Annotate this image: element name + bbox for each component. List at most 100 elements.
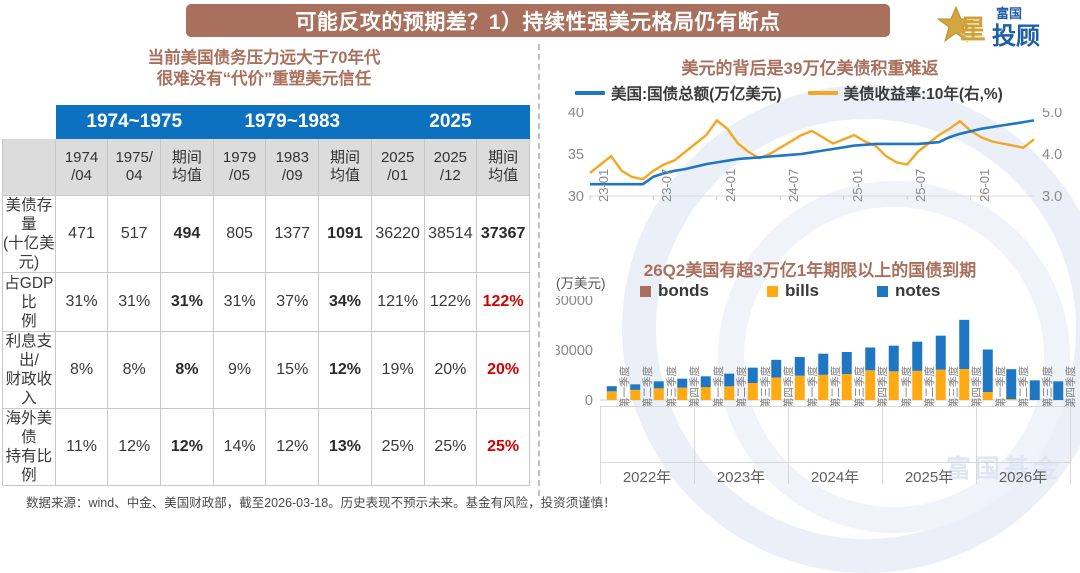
table-cell-r3-c1: 12% <box>107 408 162 486</box>
table-row-label: 美债存量 (十亿美元) <box>2 195 56 273</box>
sub-header-0-l1: 1974 <box>64 149 99 166</box>
bar-chart-axis-line <box>600 462 1070 463</box>
sub-header-7-l2: /12 <box>439 167 461 184</box>
table-cell-r0-c3: 805 <box>212 195 267 273</box>
bar-segment-bills <box>747 383 758 400</box>
bar-segment-notes <box>700 376 711 388</box>
bar-segment-notes <box>747 367 758 383</box>
legend-item-notes: notes <box>877 281 940 301</box>
bar-chart-year-separator <box>976 406 977 484</box>
sub-header-0-l2: /04 <box>71 167 92 184</box>
sub-header-3-l1: 1979 <box>222 149 257 166</box>
sub-header-8-l1: 期间 <box>488 149 519 166</box>
legend-item-treasury-total: 美国:国债总额(万亿美元) <box>575 82 782 104</box>
table-row-label: 海外美债 持有比例 <box>2 408 56 486</box>
table-cell-r0-c5: 1091 <box>318 195 372 273</box>
line-chart-svg: 30 35 40 3.0 4.0 5.0 <box>568 108 1062 205</box>
row-label-line1: 美债存量 <box>5 197 53 233</box>
bar-chart-quarter-label: 第四季度 <box>1065 366 1078 408</box>
bar-segment-notes <box>1006 369 1017 399</box>
bar-chart-year-separator <box>694 406 695 484</box>
legend-label-bonds: bonds <box>658 281 709 300</box>
bar-segment-notes <box>653 381 664 389</box>
table-sub-header-row: 1974 /04 1975/ 04 期间 均值 1979 /05 1983 /0… <box>2 138 530 196</box>
sub-header-2-l2: 均值 <box>171 167 202 184</box>
row-label-line2: (十亿美元) <box>3 235 55 271</box>
bar-chart-quarter-label: 第四季度 <box>689 366 702 408</box>
bar-chart-quarter-label: 第三季度 <box>759 366 772 408</box>
table-cell-r0-c7: 38514 <box>423 195 478 273</box>
table-cell-r3-c4: 12% <box>265 408 320 486</box>
svg-text:35: 35 <box>568 147 584 163</box>
bar-segment-notes <box>771 359 782 378</box>
table-cell-r2-c5: 12% <box>318 331 372 409</box>
sub-header-5-l2: 均值 <box>329 167 360 184</box>
table-cell-r3-c6: 25% <box>370 408 425 486</box>
row-label-line1: 利息支出/ <box>5 333 53 369</box>
line-chart-xtick: 24-07 <box>786 168 802 202</box>
table-cell-r3-c5: 13% <box>318 408 372 486</box>
left-headline: 当前美国债务压力远大于70年代 很难没有“代价”重塑美元信任 <box>0 48 528 90</box>
bar-segment-bills <box>630 389 641 400</box>
bar-chart-quarter-label: 第一季度 <box>618 366 631 408</box>
table-cell-r0-c2: 494 <box>160 195 214 273</box>
bar-chart-quarter-label: 第四季度 <box>783 366 796 408</box>
table-row-label: 占GDP比例 <box>2 272 56 332</box>
sub-header-2-l1: 期间 <box>171 149 202 166</box>
row-label-line1: 占GDP比 <box>4 274 54 311</box>
sub-header-8: 期间 均值 <box>476 138 530 196</box>
bar-chart-legend: bonds bills notes <box>640 281 998 301</box>
bar-chart-quarter-label: 第一季度 <box>994 366 1007 408</box>
group-header-1: 1974~1975 <box>54 105 214 139</box>
bar-chart-year-label: 2026年 <box>998 469 1048 486</box>
sub-header-1-l1: 1975/ <box>115 149 153 166</box>
table-cell-r3-c7: 25% <box>423 408 478 486</box>
line-chart-xtick: 26-01 <box>976 168 992 202</box>
table-cell-r3-c2: 12% <box>160 408 214 486</box>
bar-chart-quarter-label: 第一季度 <box>900 366 913 408</box>
bar-segment-bills <box>1006 399 1017 400</box>
bar-segment-bills <box>606 391 617 400</box>
table-cell-r2-c3: 9% <box>212 331 267 409</box>
table-cell-r1-c5: 34% <box>318 272 372 332</box>
table-cell-r0-c4: 1377 <box>265 195 320 273</box>
bar-chart-quarter-label: 第三季度 <box>1041 366 1054 408</box>
table-cell-r0-c6: 36220 <box>370 195 425 273</box>
bar-chart-year-separator <box>788 406 789 484</box>
table-cell-r1-c7: 122% <box>423 272 478 332</box>
bar-segment-notes <box>677 378 688 388</box>
bar-segment-bills <box>841 374 852 400</box>
bar-segment-notes <box>959 319 970 369</box>
bar-chart-quarter-label: 第二季度 <box>924 366 937 408</box>
line-chart-title: 美元的背后是39万亿美债积重难返 <box>681 59 939 78</box>
sub-header-4-l1: 1983 <box>275 149 309 166</box>
bar-segment-bills <box>865 370 876 400</box>
bar-segment-bills <box>653 388 664 400</box>
line-series-total <box>590 119 1035 186</box>
bar-chart-quarter-label: 第三季度 <box>665 366 678 408</box>
debt-comparison-table: 1974~1975 1979~1983 2025 1974 /04 1975/ … <box>2 105 531 486</box>
table-cell-r1-c0: 31% <box>54 272 109 332</box>
table-row-label: 利息支出/财政收入 <box>2 331 56 409</box>
logo-star-char: 星 <box>960 14 987 44</box>
sub-header-7-l1: 2025 <box>433 149 468 166</box>
bar-chart: 0 30000 60000 <box>556 296 1076 406</box>
table-row: 美债存量 (十亿美元) 471 517 494 805 1377 1091 36220 38514… <box>2 195 530 273</box>
table-cell-r1-c6: 121% <box>370 272 425 332</box>
bar-segment-bills <box>959 369 970 400</box>
sub-header-1-l2: 04 <box>125 167 143 184</box>
group-header-3: 2025 <box>370 105 531 139</box>
table-row: 占GDP比例 31% 31% 31% 31% 37% 34% 121% 122% 122% <box>2 272 530 332</box>
bar-chart-quarter-label: 第四季度 <box>971 366 984 408</box>
row-label-line2: 持有比例 <box>5 448 53 484</box>
table-cell-r1-c8: 122% <box>476 272 530 332</box>
legend-item-bills: bills <box>767 281 819 301</box>
table-row: 海外美债 持有比例 11% 12% 12% 14% 12% 13% 25% 25% 25% <box>2 408 530 486</box>
svg-text:4.0: 4.0 <box>1042 147 1062 163</box>
table-cell-r2-c2: 8% <box>160 331 214 409</box>
bar-segment-bills <box>818 374 829 400</box>
bar-chart-svg: 0 30000 60000 <box>556 296 1070 406</box>
left-headline-line2: 很难没有“代价”重塑美元信任 <box>156 70 372 88</box>
bar-segment-notes <box>794 357 805 376</box>
bar-chart-unit: (万美元) <box>556 276 606 291</box>
